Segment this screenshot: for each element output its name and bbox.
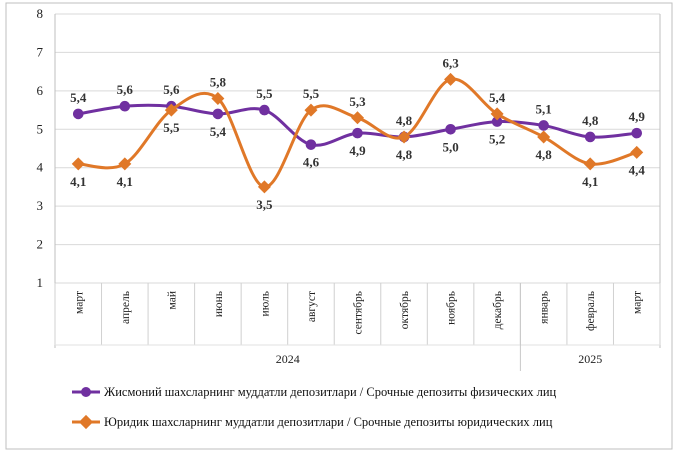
legend-entry: Юридик шахсларнинг муддатли депозитлари … [104,415,553,429]
data-point [631,127,643,139]
data-labels: 5,4 5,6 5,6 5,4 5,5 4,6 4,9 4,8 5,0 5,2 5,1 4,8 4,9 4… [70,55,645,212]
legend-entry: Жисмоний шахсларнинг муддатли депозитлар… [104,385,557,399]
x-tick-label: январь [539,291,551,324]
data-label: 5,3 [349,94,366,109]
y-tick-label: 2 [37,237,44,252]
y-tick-label: 5 [37,121,44,136]
data-label: 6,3 [442,55,459,70]
year-label: 2025 [578,352,602,366]
data-point [397,130,411,144]
data-label: 4,8 [396,147,413,162]
x-tick-label: октябрь [399,291,411,329]
x-tick-label: февраль [585,291,597,331]
chart-frame [5,2,673,450]
data-label: 4,4 [629,162,646,177]
data-label: 4,1 [70,174,86,189]
data-point [304,103,318,117]
data-label: 5,2 [489,132,505,147]
data-label: 4,8 [536,147,553,162]
data-label: 5,6 [117,82,134,97]
data-point [584,131,596,143]
x-tick-label: август [306,291,318,322]
data-label: 5,4 [70,90,87,105]
y-tick-label: 7 [37,44,44,59]
data-point [257,180,271,194]
x-tick-label: май [166,291,178,309]
data-label: 4,1 [582,174,598,189]
axes: 1 2 3 4 5 6 7 8 март апрель май июнь июль август сентя… [37,6,661,371]
data-label: 5,5 [256,86,273,101]
data-point [259,104,270,116]
data-point [212,108,224,120]
data-label: 4,8 [582,113,599,128]
data-point [630,145,644,159]
x-tick-label: ноябрь [446,291,458,325]
legend: Жисмоний шахсларнинг муддатли депозитлар… [72,385,557,430]
data-label: 5,5 [163,120,180,135]
x-tick-label: март [73,291,85,314]
data-label: 3,5 [256,197,273,212]
series [71,72,644,194]
data-label: 4,8 [396,113,413,128]
data-label: 5,8 [210,75,227,90]
y-tick-label: 6 [37,83,44,98]
data-point [445,123,456,135]
y-tick-label: 4 [37,160,44,175]
x-tick-label: июнь [213,291,225,317]
data-label: 4,1 [117,174,133,189]
data-point [72,108,84,120]
data-label: 4,6 [303,155,320,170]
x-tick-label: июль [259,291,271,316]
legend-swatch-marker [78,414,94,430]
data-label: 5,5 [303,86,320,101]
data-point [490,107,504,121]
data-label: 5,4 [489,90,506,105]
data-point [444,72,458,86]
legend-swatch-marker [81,387,91,397]
data-point [119,100,131,112]
y-tick-label: 8 [37,6,44,21]
x-tick-label: апрель [120,291,132,324]
y-tick-label: 1 [37,275,44,290]
data-point [350,111,365,125]
data-label: 4,9 [349,143,366,158]
data-point [583,157,597,171]
data-point [537,130,551,144]
data-point [352,127,363,139]
y-tick-label: 3 [37,198,44,213]
data-point [538,120,549,131]
data-label: 4,9 [629,109,646,124]
data-label: 5,6 [163,82,180,97]
x-tick-label: декабрь [492,291,504,329]
year-label: 2024 [276,352,300,366]
data-label: 5,0 [442,139,458,154]
x-tick-label: сентябрь [353,291,365,335]
data-point [305,139,317,150]
x-tick-label: март [632,291,644,314]
data-label: 5,1 [536,101,552,116]
data-label: 5,4 [210,124,227,139]
